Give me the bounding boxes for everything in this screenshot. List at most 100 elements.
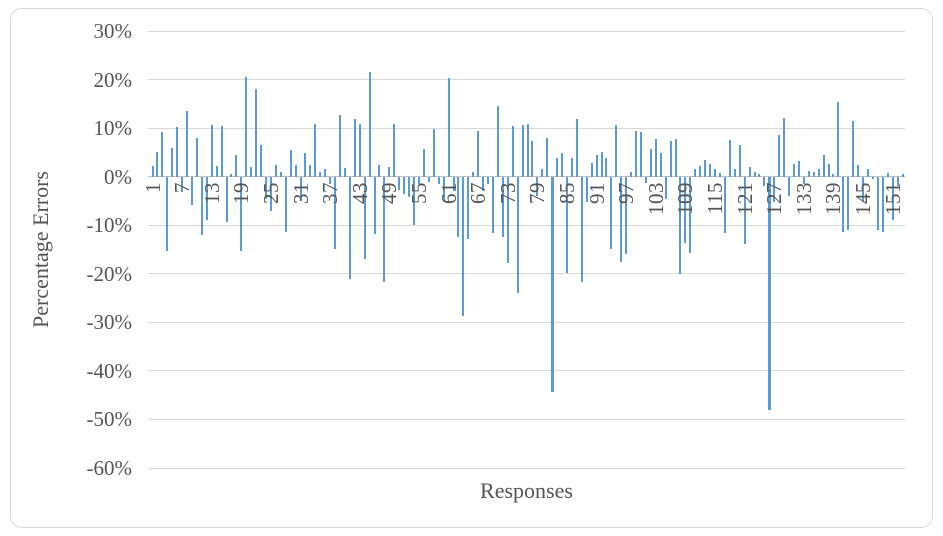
bar [625, 176, 628, 255]
bar [857, 165, 860, 177]
bar [802, 176, 805, 184]
bar [546, 138, 549, 177]
bar [472, 171, 475, 177]
gridline [148, 273, 905, 275]
x-tick-label: 151 [880, 181, 905, 215]
y-tick-label: 0% [104, 164, 132, 189]
bar [620, 176, 623, 262]
bar [575, 119, 578, 177]
bar [862, 176, 865, 203]
y-tick-label: 10% [93, 116, 133, 141]
bar [640, 131, 642, 177]
bar [215, 166, 218, 177]
bar [550, 176, 554, 392]
bar [684, 176, 687, 244]
x-tick-label: 139 [821, 181, 846, 215]
bar [324, 169, 327, 177]
bar [511, 126, 514, 177]
gridline [148, 467, 905, 469]
bar [901, 174, 904, 177]
bar [279, 171, 282, 177]
bar [778, 135, 781, 177]
bar [733, 168, 736, 177]
bar [679, 176, 682, 274]
y-axis-title: Percentage Errors [28, 171, 53, 328]
y-tick-label: -20% [86, 261, 133, 286]
bar [827, 164, 830, 177]
bar [615, 125, 618, 177]
x-tick-label: 43 [347, 181, 372, 204]
x-tick-label: 67 [466, 181, 491, 204]
bar [427, 176, 430, 183]
bar [723, 176, 726, 233]
bar [314, 124, 317, 177]
bar [842, 176, 845, 232]
bar [580, 176, 583, 282]
bar [190, 176, 193, 206]
bar [487, 176, 490, 184]
bar [353, 118, 356, 177]
x-tick-label: 73 [495, 181, 520, 204]
bar [413, 176, 416, 225]
x-tick-label: 109 [673, 181, 698, 215]
bar [339, 115, 341, 177]
bar [536, 176, 539, 196]
bar [812, 172, 815, 177]
bar [669, 141, 672, 177]
x-tick-label: 13 [199, 181, 224, 204]
bar [304, 152, 307, 177]
bar [334, 176, 337, 249]
x-tick-label: 121 [732, 181, 757, 215]
bar [561, 153, 564, 177]
bar [408, 176, 411, 198]
gridline [148, 370, 905, 372]
y-tick-label: -40% [86, 358, 133, 383]
bar [817, 168, 820, 177]
bar [871, 176, 874, 180]
y-tick-label: -10% [86, 213, 133, 238]
bar [886, 172, 889, 177]
bar [704, 160, 707, 177]
bar [891, 176, 894, 221]
bar [600, 152, 603, 177]
bar [526, 123, 529, 177]
x-axis-title: Responses [480, 478, 573, 503]
bar [709, 164, 712, 177]
bar [294, 165, 297, 177]
bar [590, 162, 593, 177]
bar [284, 176, 287, 232]
x-tick-label: 61 [436, 181, 461, 204]
bar [565, 176, 568, 274]
bar [718, 173, 721, 177]
bar [635, 130, 638, 177]
bar [630, 171, 633, 177]
bar [689, 176, 692, 253]
x-tick-label: 85 [554, 181, 579, 204]
bar [694, 169, 697, 177]
bar [220, 126, 223, 177]
bar [245, 77, 248, 177]
bar [250, 166, 253, 177]
bar [521, 125, 524, 177]
bar [442, 176, 445, 202]
bar [807, 170, 810, 177]
bar [556, 158, 559, 177]
bar [610, 176, 613, 249]
bar [477, 131, 480, 177]
bar [457, 176, 460, 237]
gridline [148, 418, 905, 420]
y-tick-label: 30% [93, 19, 133, 43]
x-tick-label: 37 [318, 181, 343, 204]
bar [595, 155, 598, 177]
bar [822, 155, 825, 177]
gridline [148, 127, 905, 129]
gridline [148, 79, 905, 81]
bar [329, 176, 332, 184]
bar [467, 176, 470, 240]
bar [274, 165, 277, 177]
x-tick-label: 55 [406, 181, 431, 204]
bar [181, 176, 184, 193]
chart-frame [10, 8, 933, 528]
bar [738, 144, 741, 177]
bar [289, 149, 292, 177]
